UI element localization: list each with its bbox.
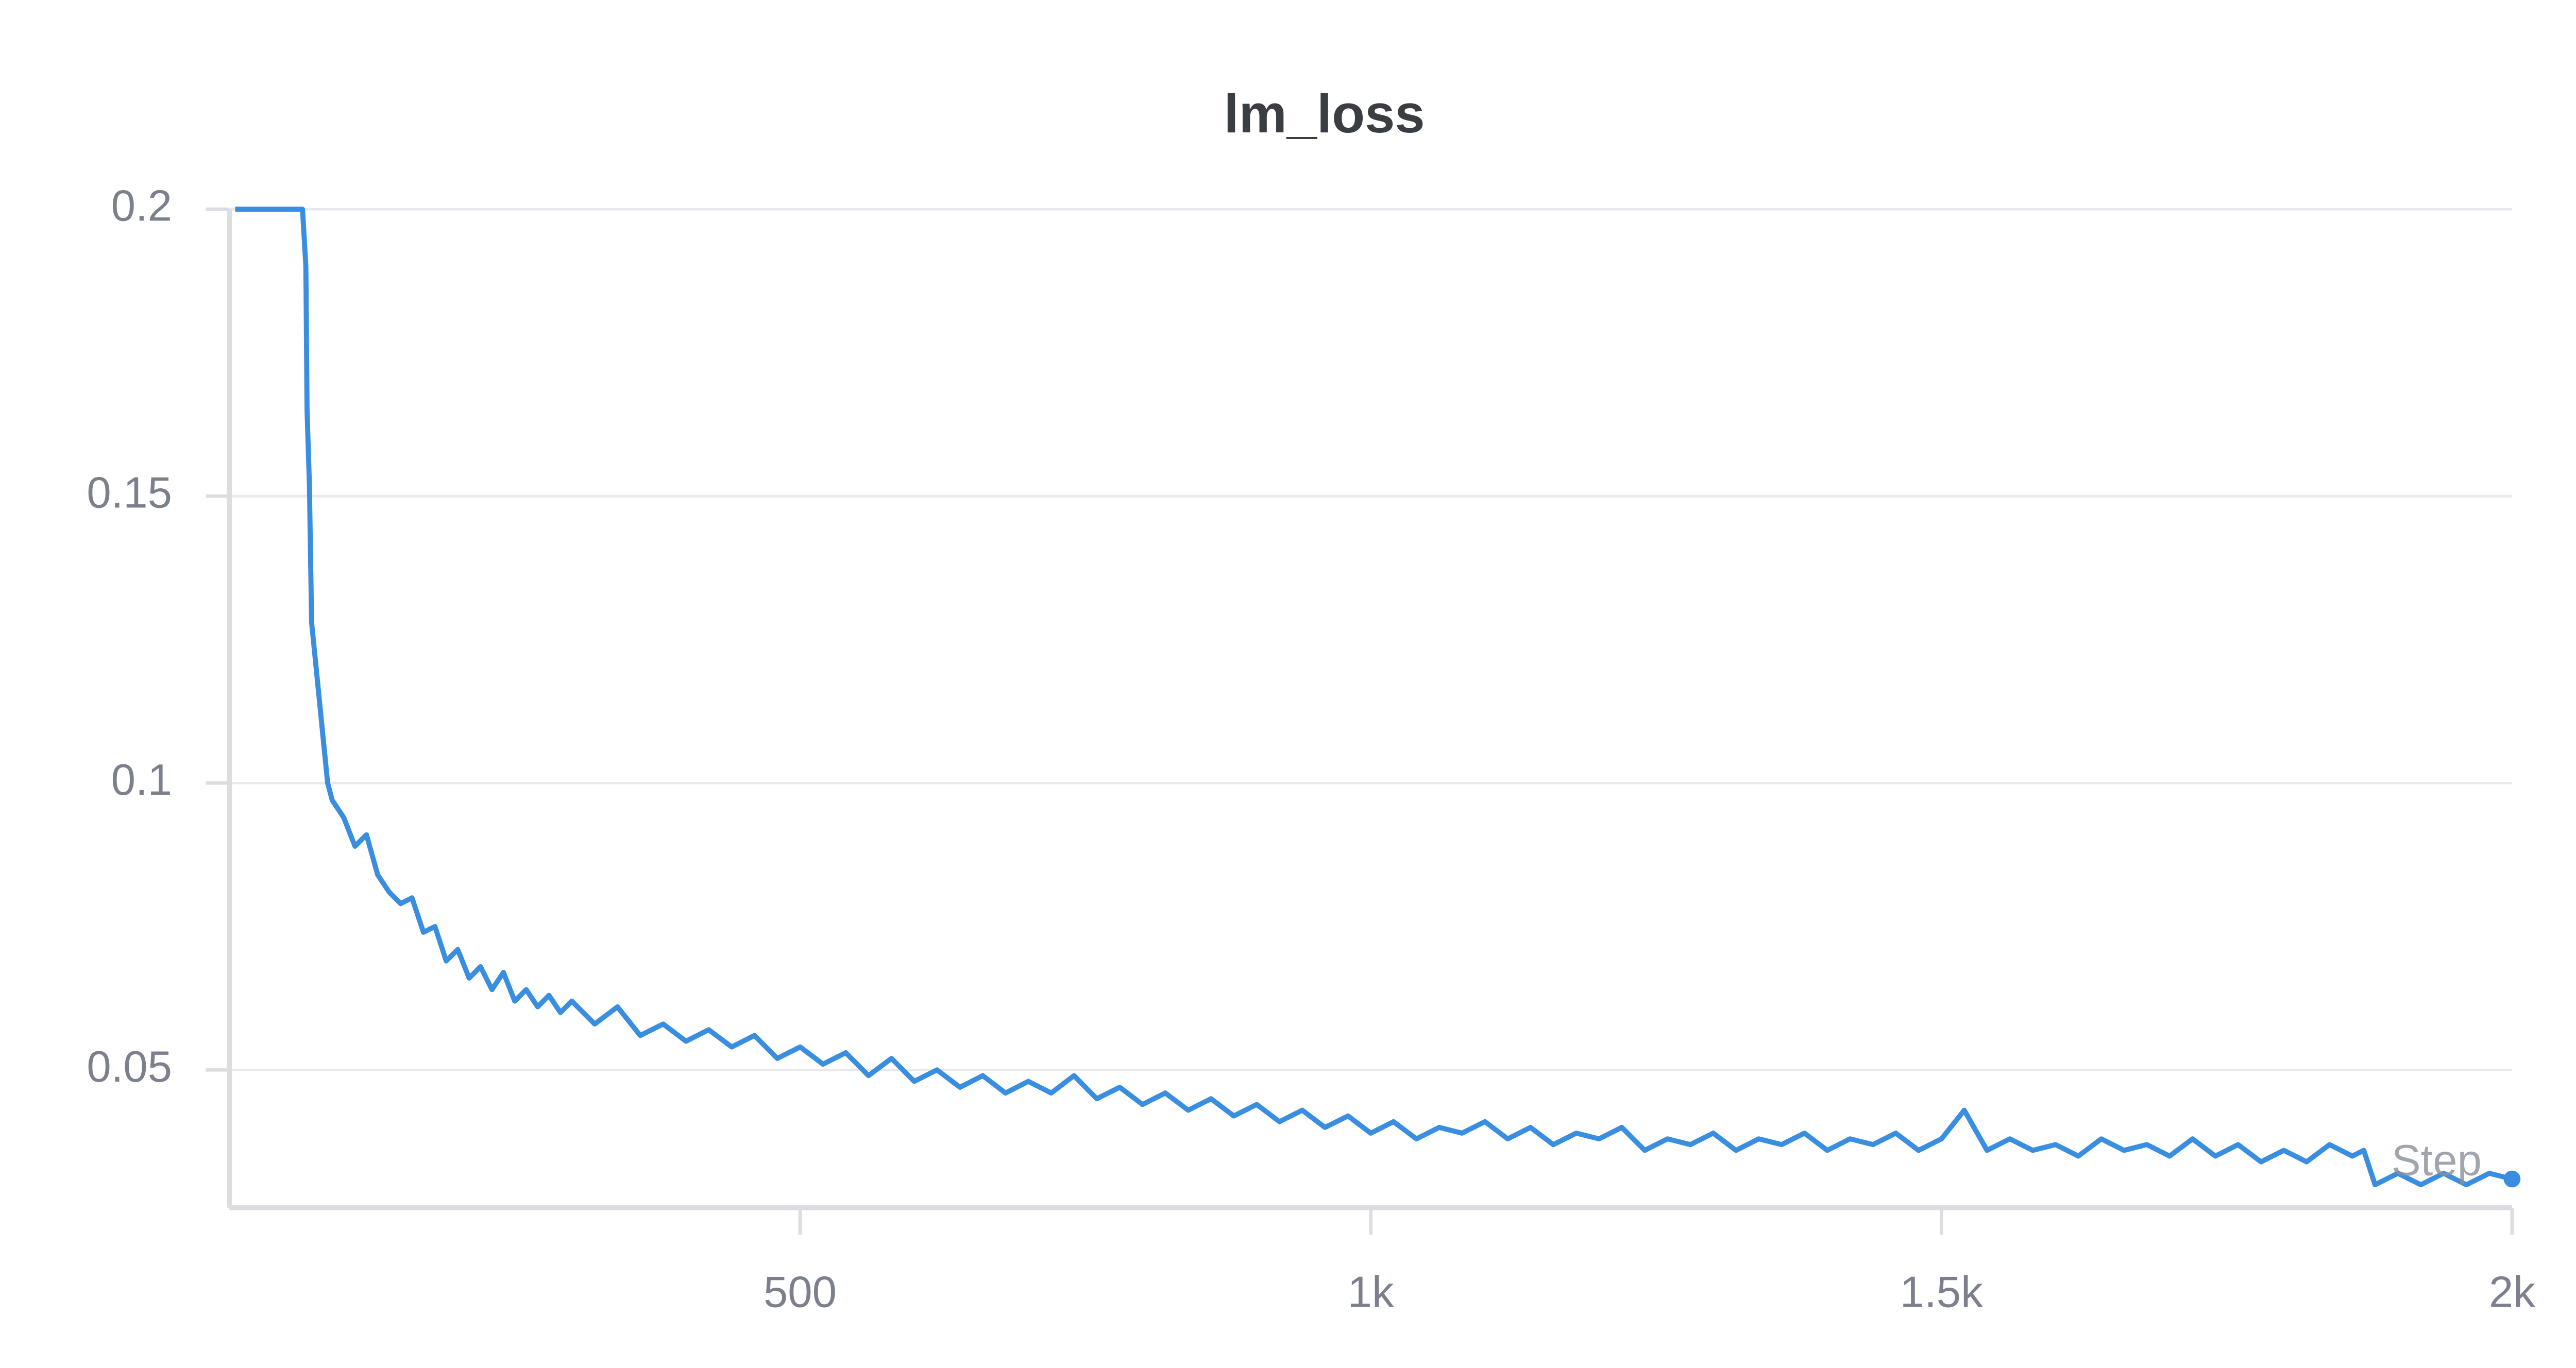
end-point [2503,1170,2521,1188]
x-tick-label: 500 [764,1268,837,1317]
x-tick-label: 1.5k [1900,1268,1983,1317]
x-axis-label: Step [2392,1136,2482,1185]
y-tick-label: 0.15 [87,469,172,518]
x-tick-label: 1k [1348,1268,1394,1317]
y-tick-label: 0.1 [111,756,172,805]
x-tick-label: 2k [2489,1268,2535,1317]
chart-title: lm_loss [1224,84,1425,144]
y-tick-label: 0.05 [87,1042,172,1091]
line-series [235,207,2513,1188]
y-tick-label: 0.2 [111,182,172,231]
